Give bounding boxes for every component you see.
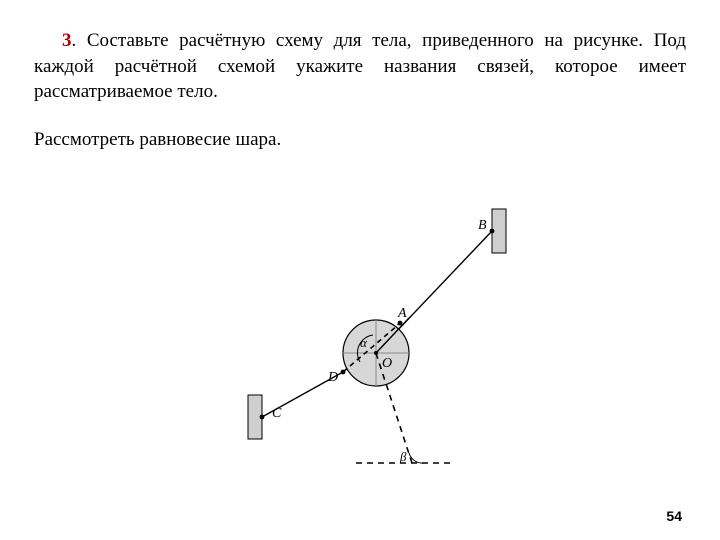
point-a: [398, 321, 403, 326]
label-o: O: [382, 356, 392, 371]
page: 3. Составьте расчётную схему для тела, п…: [0, 0, 720, 540]
label-b: B: [478, 218, 487, 233]
problem-text: 3. Составьте расчётную схему для тела, п…: [34, 28, 686, 105]
label-beta: β: [399, 449, 407, 464]
point-o: [374, 351, 378, 355]
point-c: [260, 415, 265, 420]
label-a: A: [397, 306, 407, 321]
figure-svg: O A B C D α β: [210, 195, 530, 495]
problem-number: 3: [62, 30, 72, 51]
instruction-text: Рассмотреть равновесие шара.: [34, 129, 686, 151]
label-alpha: α: [360, 335, 368, 350]
label-d: D: [327, 370, 338, 385]
figure: O A B C D α β: [210, 195, 530, 495]
point-b: [490, 229, 495, 234]
problem-body: . Составьте расчётную схему для тела, пр…: [34, 30, 686, 102]
page-number: 54: [666, 508, 682, 524]
point-d: [341, 370, 346, 375]
label-c: C: [272, 406, 282, 421]
